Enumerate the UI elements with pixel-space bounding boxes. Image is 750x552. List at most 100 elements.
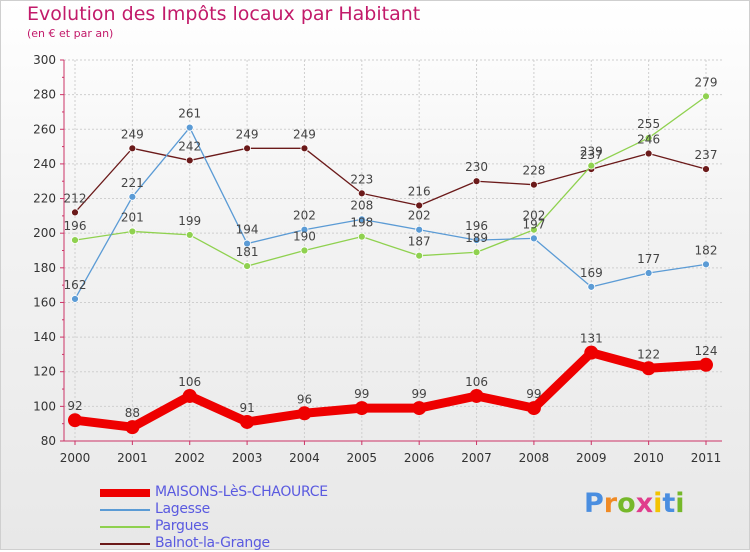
data-label: 242 (178, 139, 201, 153)
data-label: 196 (465, 219, 488, 233)
data-label: 249 (293, 127, 316, 141)
data-point-0 (526, 401, 541, 416)
x-tick-label: 2010 (633, 451, 664, 465)
y-tick-label: 220 (33, 192, 56, 206)
data-point-1 (702, 260, 710, 269)
y-tick-label: 260 (33, 122, 56, 136)
x-tick-label: 2008 (519, 451, 550, 465)
data-point-3 (243, 144, 251, 153)
chart-subtitle: (en € et par an) (27, 27, 114, 40)
y-tick-label: 200 (33, 226, 56, 240)
data-label: 202 (408, 209, 431, 223)
x-tick-label: 2000 (60, 451, 91, 465)
data-point-2 (243, 262, 251, 270)
data-point-0 (297, 406, 312, 421)
data-label: 201 (121, 210, 144, 224)
data-point-0 (412, 401, 427, 416)
data-label: 237 (580, 148, 603, 162)
data-point-1 (185, 123, 194, 132)
data-point-0 (699, 357, 713, 372)
logo-letter: x (635, 488, 654, 519)
data-point-2 (185, 231, 194, 239)
data-label: 177 (637, 252, 660, 266)
data-label: 182 (695, 243, 718, 257)
x-tick-label: 2011 (691, 451, 722, 465)
data-label: 221 (121, 176, 144, 190)
data-point-2 (415, 251, 424, 260)
data-label: 246 (637, 133, 660, 147)
y-tick-label: 240 (33, 157, 56, 171)
data-point-3 (300, 144, 309, 153)
series-line-0 (70, 348, 711, 432)
data-label: 249 (121, 127, 144, 141)
y-tick-label: 120 (33, 365, 56, 379)
data-point-2 (357, 232, 366, 241)
data-label: 228 (522, 164, 545, 178)
data-label: 106 (465, 375, 488, 389)
data-point-2 (71, 236, 79, 245)
data-label: 190 (293, 230, 316, 244)
data-label: 202 (522, 209, 545, 223)
y-tick-label: 140 (33, 330, 56, 344)
data-point-1 (243, 239, 251, 248)
x-tick-label: 2004 (289, 451, 320, 465)
data-point-2 (587, 161, 596, 170)
data-label: 99 (412, 387, 427, 401)
legend-swatch (100, 509, 150, 511)
data-label: 169 (580, 266, 603, 280)
x-tick-label: 2002 (174, 451, 205, 465)
logo-letter: o (617, 488, 636, 519)
x-tick-label: 2001 (117, 451, 148, 465)
data-point-1 (415, 225, 424, 234)
data-label: 162 (64, 278, 87, 292)
x-tick-label: 2009 (576, 451, 607, 465)
data-point-2 (644, 134, 653, 142)
data-point-3 (530, 180, 538, 189)
data-label: 249 (236, 127, 259, 141)
data-point-1 (472, 236, 481, 245)
data-label: 194 (236, 223, 259, 237)
data-label: 106 (178, 375, 201, 389)
legend-label: Lagesse (155, 501, 210, 517)
data-point-3 (702, 165, 710, 174)
data-label: 223 (350, 172, 373, 186)
data-label: 279 (695, 75, 718, 89)
logo-letter: t (662, 488, 676, 519)
y-tick-label: 100 (33, 399, 56, 413)
data-point-2 (530, 225, 538, 234)
x-tick-label: 2003 (232, 451, 263, 465)
proxiti-logo: Proxiti (584, 488, 685, 519)
data-point-0 (68, 413, 82, 428)
chart-title: Evolution des Impôts locaux par Habitant (27, 3, 421, 25)
plot-area (64, 60, 722, 441)
data-label: 88 (125, 406, 140, 420)
legend-swatch (100, 543, 150, 545)
data-point-1 (530, 234, 538, 243)
data-point-3 (357, 189, 366, 198)
data-point-0 (182, 388, 197, 403)
data-label: 261 (178, 107, 201, 121)
data-point-2 (128, 227, 137, 236)
data-point-1 (71, 295, 79, 303)
data-point-1 (300, 225, 309, 234)
data-point-3 (71, 208, 79, 217)
data-label: 230 (465, 160, 488, 174)
data-point-3 (415, 201, 424, 210)
data-point-2 (472, 248, 481, 257)
data-label: 187 (408, 235, 431, 249)
data-label: 216 (408, 184, 431, 198)
data-point-2 (300, 246, 309, 255)
data-point-0 (584, 345, 599, 360)
y-tick-label: 160 (33, 295, 56, 309)
data-label: 197 (522, 217, 545, 231)
logo-letter: P (584, 488, 604, 519)
legend-label: MAISONS-LèS-CHAOURCE (155, 484, 328, 500)
data-label: 99 (354, 387, 369, 401)
data-label: 208 (350, 198, 373, 212)
data-point-0 (641, 361, 656, 376)
data-label: 237 (695, 148, 718, 162)
data-point-3 (472, 177, 481, 186)
legend-label: Pargues (155, 518, 209, 534)
data-point-3 (185, 156, 194, 165)
data-label: 199 (178, 214, 201, 228)
